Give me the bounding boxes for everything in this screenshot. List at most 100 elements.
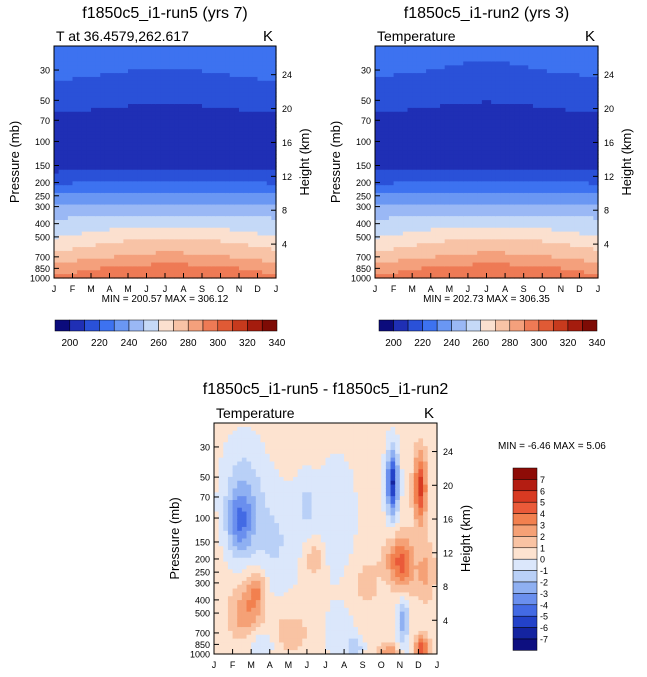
contour-cell <box>72 84 78 90</box>
contour-cell <box>528 185 534 190</box>
contour-cell <box>58 115 64 121</box>
contour-cell <box>72 146 78 151</box>
contour-cell <box>100 223 106 229</box>
contour-cell <box>220 111 226 117</box>
contour-cell <box>137 100 143 105</box>
contour-cell <box>495 69 502 74</box>
contour-cell <box>128 169 134 175</box>
contour-cell <box>416 192 423 198</box>
contour-cell <box>160 107 166 113</box>
contour-cell <box>266 239 272 244</box>
colorbar-label: 240 <box>121 338 138 349</box>
contour-cell <box>523 46 529 51</box>
contour-cell <box>151 123 157 128</box>
contour-cell <box>155 262 161 267</box>
contour-cell <box>81 212 87 217</box>
contour-cell <box>491 61 497 66</box>
contour-cell <box>388 208 395 213</box>
contour-cell <box>463 177 469 182</box>
contour-cell <box>257 173 263 179</box>
contour-cell <box>58 247 64 252</box>
contour-cell <box>463 216 469 221</box>
contour-cell <box>54 216 60 221</box>
contour-cell <box>211 189 217 194</box>
contour-cell <box>472 127 478 132</box>
contour-cell <box>225 84 231 90</box>
contour-cell <box>178 104 185 109</box>
contour-cell <box>453 69 460 74</box>
contour-cell <box>54 200 60 206</box>
contour-cell <box>174 142 180 148</box>
contour-cell <box>215 107 222 113</box>
contour-cell <box>505 111 511 117</box>
contour-cell <box>234 96 240 101</box>
contour-cell <box>412 123 418 128</box>
contour-cell <box>54 65 60 70</box>
contour-cell <box>77 107 83 113</box>
contour-cell <box>375 92 381 97</box>
contour-cell <box>211 250 217 256</box>
colorbar-label: 280 <box>180 338 197 349</box>
contour-cell <box>398 150 404 155</box>
contour-cell <box>248 76 254 82</box>
contour-cell <box>132 165 138 171</box>
contour-cell <box>211 266 217 271</box>
contour-cell <box>416 181 423 186</box>
contour-cell <box>519 262 525 267</box>
contour-cell <box>160 69 166 74</box>
contour-cell <box>481 274 488 279</box>
contour-cell <box>169 57 175 63</box>
contour-cell <box>77 65 83 70</box>
contour-cell <box>505 270 511 275</box>
contour-cell <box>54 150 60 155</box>
contour-cell <box>458 76 464 82</box>
contour-cell <box>72 61 78 66</box>
contour-cell <box>523 96 529 101</box>
contour-cell <box>384 231 390 237</box>
height-tick-label: 24 <box>282 70 292 80</box>
contour-cell <box>178 142 185 148</box>
contour-cell <box>472 73 478 78</box>
month-tick-label: F <box>70 284 76 294</box>
contour-cell <box>72 196 78 202</box>
contour-cell <box>63 146 69 151</box>
contour-cell <box>509 57 515 63</box>
contour-cell <box>54 107 60 113</box>
contour-cell <box>137 231 143 237</box>
contour-cell <box>104 92 111 97</box>
contour-cell <box>416 49 423 55</box>
contour-cell <box>91 57 97 63</box>
contour-cell <box>379 123 385 128</box>
contour-cell <box>449 165 455 171</box>
contour-cell <box>252 104 259 109</box>
contour-cell <box>477 100 483 105</box>
contour-cell <box>262 212 268 217</box>
contour-cell <box>77 61 83 66</box>
contour-cell <box>229 65 235 70</box>
contour-cell <box>477 69 483 74</box>
contour-cell <box>243 274 249 279</box>
contour-cell <box>109 270 115 275</box>
contour-cell <box>220 119 226 124</box>
contour-cell <box>225 57 231 63</box>
contour-cell <box>206 254 212 260</box>
contour-cell <box>505 177 511 182</box>
contour-cell <box>155 53 161 59</box>
contour-cell <box>252 208 259 213</box>
contour-cell <box>239 65 245 70</box>
contour-cell <box>81 107 87 113</box>
contour-cell <box>128 73 134 78</box>
contour-cell <box>178 243 185 248</box>
contour-cell <box>123 100 129 105</box>
contour-cell <box>202 200 208 206</box>
contour-cell <box>91 243 97 248</box>
contour-cell <box>375 227 381 233</box>
contour-cell <box>271 254 277 260</box>
contour-cell <box>430 131 436 136</box>
contour-cell <box>192 88 198 93</box>
contour-cell <box>528 115 534 121</box>
contour-cell <box>266 134 272 140</box>
contour-cell <box>81 127 87 132</box>
contour-cell <box>384 173 390 179</box>
height-tick-label: 16 <box>282 138 292 148</box>
